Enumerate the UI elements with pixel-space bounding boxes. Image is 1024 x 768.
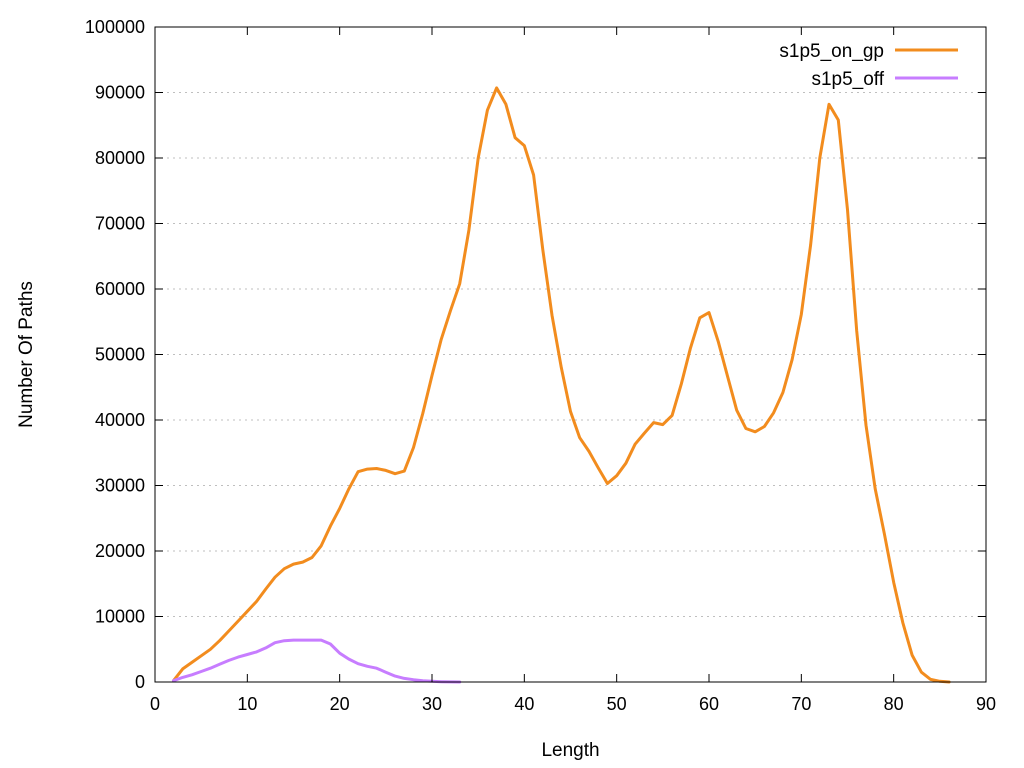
x-tick-label: 40	[514, 694, 534, 714]
y-tick-label: 50000	[95, 345, 145, 365]
grid-lines	[155, 92, 986, 617]
y-tick-label: 20000	[95, 541, 145, 561]
y-tick-label: 10000	[95, 607, 145, 627]
x-tick-label: 50	[607, 694, 627, 714]
y-tick-label: 0	[135, 672, 145, 692]
x-axis: 0 10 20 30 40 50 60 70 80 90	[150, 27, 996, 714]
x-tick-label: 90	[976, 694, 996, 714]
series-layer	[172, 86, 951, 684]
x-tick-label: 70	[791, 694, 811, 714]
y-tick-label: 40000	[95, 410, 145, 430]
legend-label: s1p5_off	[811, 69, 884, 90]
legend-label: s1p5_on_gp	[779, 41, 884, 62]
y-tick-label: 30000	[95, 476, 145, 496]
x-tick-label: 20	[330, 694, 350, 714]
y-axis-title: Number Of Paths	[16, 281, 37, 428]
y-tick-label: 70000	[95, 214, 145, 234]
x-tick-label: 60	[699, 694, 719, 714]
series-line-s1p5_off	[172, 638, 462, 684]
y-tick-label: 90000	[95, 83, 145, 103]
x-tick-label: 10	[237, 694, 257, 714]
y-axis: 0 10000 20000 30000 40000 50000 60000 70000 8000…	[85, 17, 986, 692]
y-tick-label: 80000	[95, 148, 145, 168]
x-tick-label: 80	[884, 694, 904, 714]
x-axis-title: Length	[541, 740, 599, 761]
x-tick-label: 30	[422, 694, 442, 714]
legend: s1p5_on_gp s1p5_off	[779, 41, 958, 90]
y-tick-label: 100000	[85, 17, 145, 37]
x-tick-label: 0	[150, 694, 160, 714]
y-tick-label: 60000	[95, 279, 145, 299]
series-line-s1p5_on_gp	[172, 86, 951, 684]
